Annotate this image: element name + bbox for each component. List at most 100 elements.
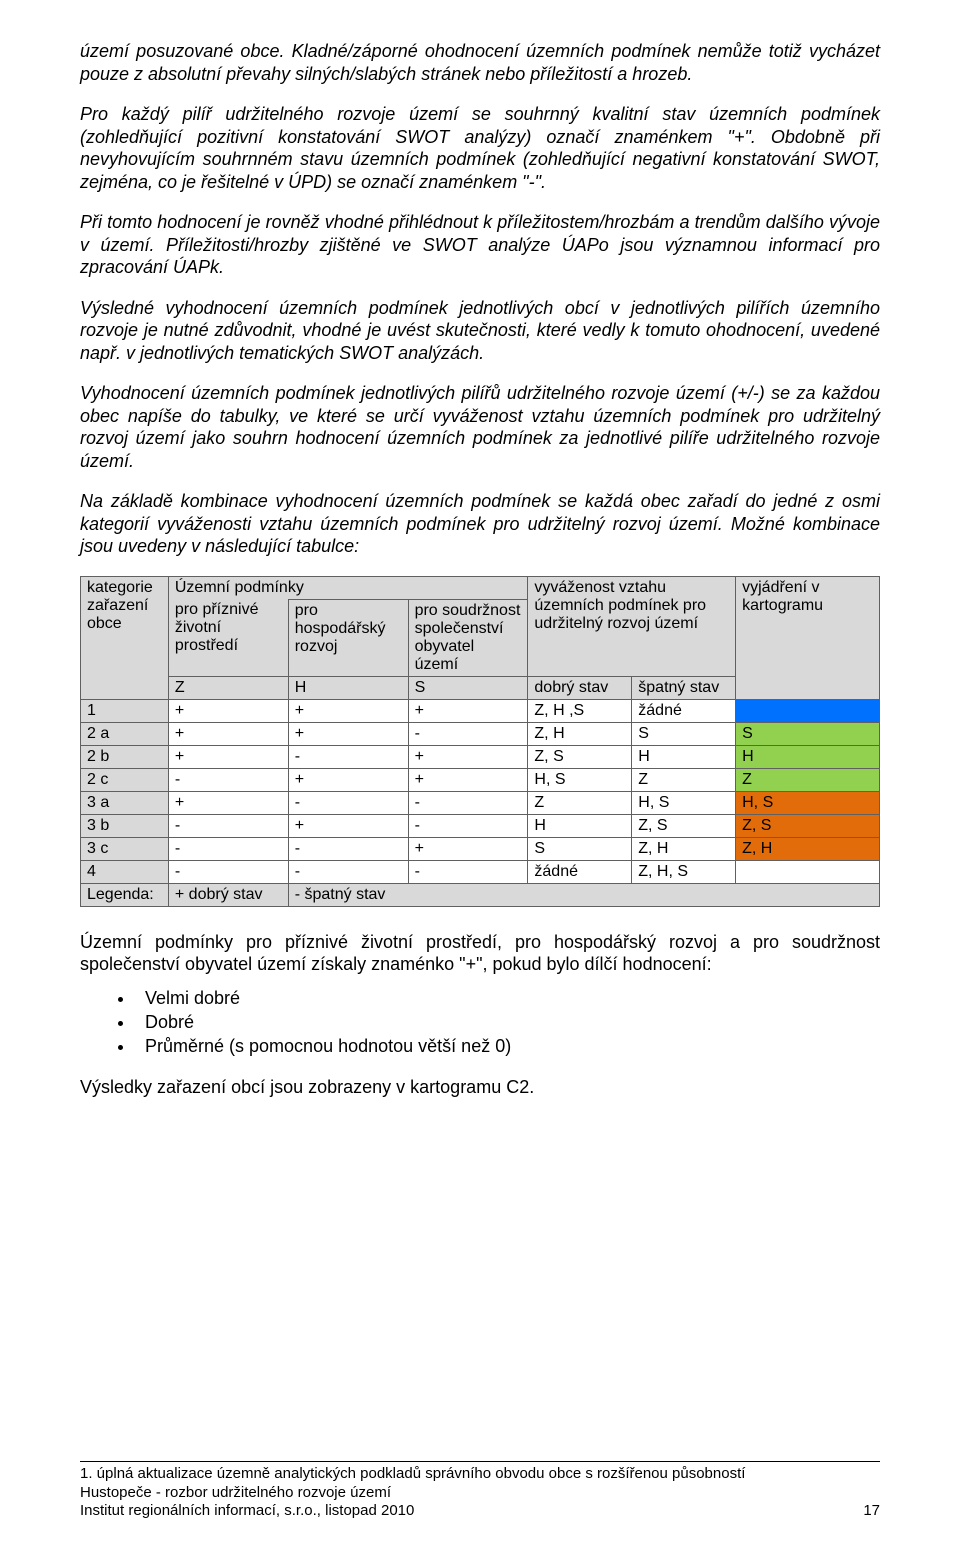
table-cell: + [408,837,528,860]
table-cell: + [168,722,288,745]
table-cell: 4 [81,860,169,883]
table-cell: 2 b [81,745,169,768]
table-row: 2 b+-+Z, SHH [81,745,880,768]
paragraph-3: Při tomto hodnocení je rovněž vhodné při… [80,211,880,279]
table-cell: - [288,791,408,814]
legend-label: Legenda: [81,883,169,906]
table-cell: H, S [528,768,632,791]
footer-line-3: Institut regionálních informací, s.r.o.,… [80,1502,414,1519]
legend-plus: + dobrý stav [168,883,288,906]
table-row: 2 c-++H, SZZ [81,768,880,791]
table-cell: - [168,768,288,791]
col-good: dobrý stav [528,676,632,699]
table-cell: - [408,791,528,814]
paragraph-1: území posuzované obce. Kladné/záporné oh… [80,40,880,85]
footer-text: 1. úplná aktualizace územně analytických… [80,1465,840,1521]
table-row: 3 a+--ZH, SH, S [81,791,880,814]
table-cell: žádné [632,699,736,722]
table-cell: 2 c [81,768,169,791]
table-cell: 2 a [81,722,169,745]
col-z-top: pro příznivé životní prostředí [168,599,288,676]
table-legend-row: Legenda: + dobrý stav - špatný stav [81,883,880,906]
table-cell: + [168,699,288,722]
table-cell: Z, H [528,722,632,745]
col-uzemni: Územní podmínky [168,576,528,599]
col-h-top: pro hospodářský rozvoj [288,599,408,676]
document-page: území posuzované obce. Kladné/záporné oh… [0,0,960,1551]
balance-table: kategorie zařazení obce Územní podmínky … [80,576,880,907]
color-swatch-cell: Z, S [736,814,880,837]
col-s-top: pro soudržnost společenství obyvatel úze… [408,599,528,676]
col-bad: špatný stav [632,676,736,699]
color-swatch-cell [736,860,880,883]
table-cell: Z, S [632,814,736,837]
color-swatch-cell: Z, H [736,837,880,860]
table-cell: Z [528,791,632,814]
color-swatch-cell: H [736,745,880,768]
col-s: S [408,676,528,699]
list-item: Velmi dobré [135,986,880,1010]
color-swatch-cell: Z [736,768,880,791]
table-cell: + [288,814,408,837]
table-cell: S [632,722,736,745]
table-cell: žádné [528,860,632,883]
table-cell: Z, H ,S [528,699,632,722]
list-item: Průměrné (s pomocnou hodnotou větší než … [135,1034,880,1058]
col-category: kategorie zařazení obce [81,576,169,699]
table-header-row: kategorie zařazení obce Územní podmínky … [81,576,880,599]
paragraph-6: Na základě kombinace vyhodnocení územníc… [80,490,880,558]
paragraph-2: Pro každý pilíř udržitelného rozvoje úze… [80,103,880,193]
table-cell: + [288,768,408,791]
footer-line-1: 1. úplná aktualizace územně analytických… [80,1465,745,1482]
table-cell: + [408,745,528,768]
color-swatch-cell [736,699,880,722]
content-area: území posuzované obce. Kladné/záporné oh… [80,40,880,1461]
table-cell: + [288,699,408,722]
paragraph-8: Výsledky zařazení obcí jsou zobrazeny v … [80,1076,880,1099]
paragraph-7: Územní podmínky pro příznivé životní pro… [80,931,880,976]
paragraph-4: Výsledné vyhodnocení územních podmínek j… [80,297,880,365]
table-cell: S [528,837,632,860]
table-cell: + [288,722,408,745]
table-cell: 3 b [81,814,169,837]
table-row: 3 b-+-HZ, SZ, S [81,814,880,837]
table-cell: 3 c [81,837,169,860]
list-item: Dobré [135,1010,880,1034]
rating-bullets: Velmi dobré Dobré Průměrné (s pomocnou h… [80,986,880,1059]
legend-minus: - špatný stav [288,883,879,906]
table-row: 3 c--+SZ, HZ, H [81,837,880,860]
col-h: H [288,676,408,699]
table-cell: - [168,860,288,883]
table-cell: H [528,814,632,837]
col-z: Z [168,676,288,699]
table-cell: - [288,860,408,883]
table-cell: H [632,745,736,768]
table-cell: + [408,699,528,722]
page-number: 17 [840,1502,880,1521]
table-cell: - [168,814,288,837]
footer-line-2: Hustopeče - rozbor udržitelného rozvoje … [80,1484,391,1501]
table-cell: Z [632,768,736,791]
table-cell: - [408,722,528,745]
table-row: 1+++Z, H ,Sžádné [81,699,880,722]
table-cell: 3 a [81,791,169,814]
table-cell: - [288,837,408,860]
paragraph-5: Vyhodnocení územních podmínek jednotlivý… [80,382,880,472]
table-cell: Z, S [528,745,632,768]
table-cell: + [168,745,288,768]
table-cell: 1 [81,699,169,722]
table-cell: H, S [632,791,736,814]
col-cartogram: vyjádření v kartogramu [736,576,880,699]
table-row: 2 a++-Z, HSS [81,722,880,745]
col-balance: vyváženost vztahu územních podmínek pro … [528,576,736,676]
table-cell: - [288,745,408,768]
color-swatch-cell: S [736,722,880,745]
color-swatch-cell: H, S [736,791,880,814]
table-cell: + [408,768,528,791]
table-cell: - [168,837,288,860]
table-cell: Z, H, S [632,860,736,883]
table-cell: - [408,860,528,883]
page-footer: 1. úplná aktualizace územně analytických… [80,1461,880,1521]
table-cell: - [408,814,528,837]
table-row: 4---žádnéZ, H, S [81,860,880,883]
